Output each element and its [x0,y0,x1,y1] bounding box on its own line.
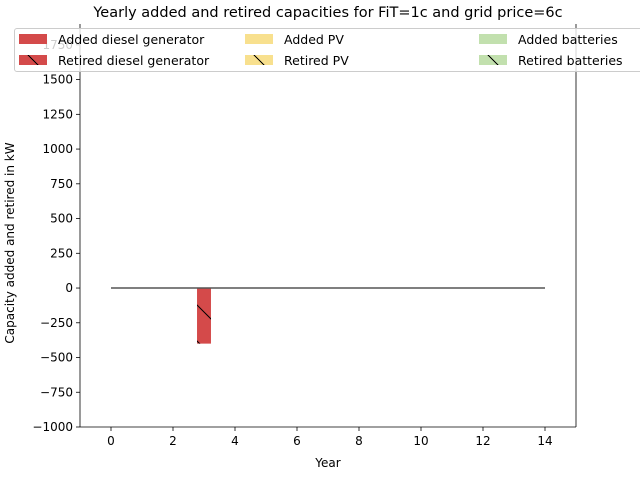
x-tick-label: 2 [169,434,177,448]
legend-swatch [19,34,47,44]
legend-label: Retired diesel generator [58,52,210,68]
legend-item: Retired diesel generator [19,50,209,70]
y-tick-label: 750 [50,177,73,191]
legend: Added diesel generator Added PV Added batt… [14,28,640,72]
x-tick-label: 4 [231,434,239,448]
x-tick-label: 12 [475,434,490,448]
x-tick-label: 6 [293,434,301,448]
legend-label: Retired PV [284,52,349,68]
y-tick-label: 1000 [42,142,73,156]
y-tick-label: 500 [50,212,73,226]
legend-item: Retired PV [245,50,349,70]
legend-item: Added PV [245,29,344,49]
x-tick-label: 0 [107,434,115,448]
legend-label: Added PV [284,31,344,47]
x-tick-label: 14 [537,434,552,448]
legend-item: Added diesel generator [19,29,204,49]
legend-label: Retired batteries [518,52,623,68]
x-axis-label: Year [314,456,340,470]
y-tick-label: −250 [40,316,73,330]
legend-label: Added batteries [518,31,618,47]
y-tick-label: 1500 [42,73,73,87]
y-tick-label: 1250 [42,107,73,121]
chart-title: Yearly added and retired capacities for … [92,5,562,21]
y-tick-label: 0 [65,281,73,295]
legend-item: Added batteries [479,29,618,49]
y-tick-label: 250 [50,246,73,260]
x-tick-label: 8 [355,434,363,448]
legend-swatch [479,55,507,65]
y-tick-label: −1000 [32,420,73,434]
plot-area: 0 2 4 6 8 10 12 14 −1000 −750 −500 −250 0 250 500 750 10… [32,24,577,448]
y-tick-label: −750 [40,385,73,399]
legend-item: Retired batteries [479,50,623,70]
x-tick-label: 10 [413,434,428,448]
bar-hatch [197,288,211,344]
legend-swatch [245,55,273,65]
y-tick-label: −500 [40,351,73,365]
legend-swatch [479,34,507,44]
legend-swatch [245,34,273,44]
y-axis-label: Capacity added and retired in kW [3,142,17,343]
legend-swatch [19,55,47,65]
legend-label: Added diesel generator [58,31,205,47]
